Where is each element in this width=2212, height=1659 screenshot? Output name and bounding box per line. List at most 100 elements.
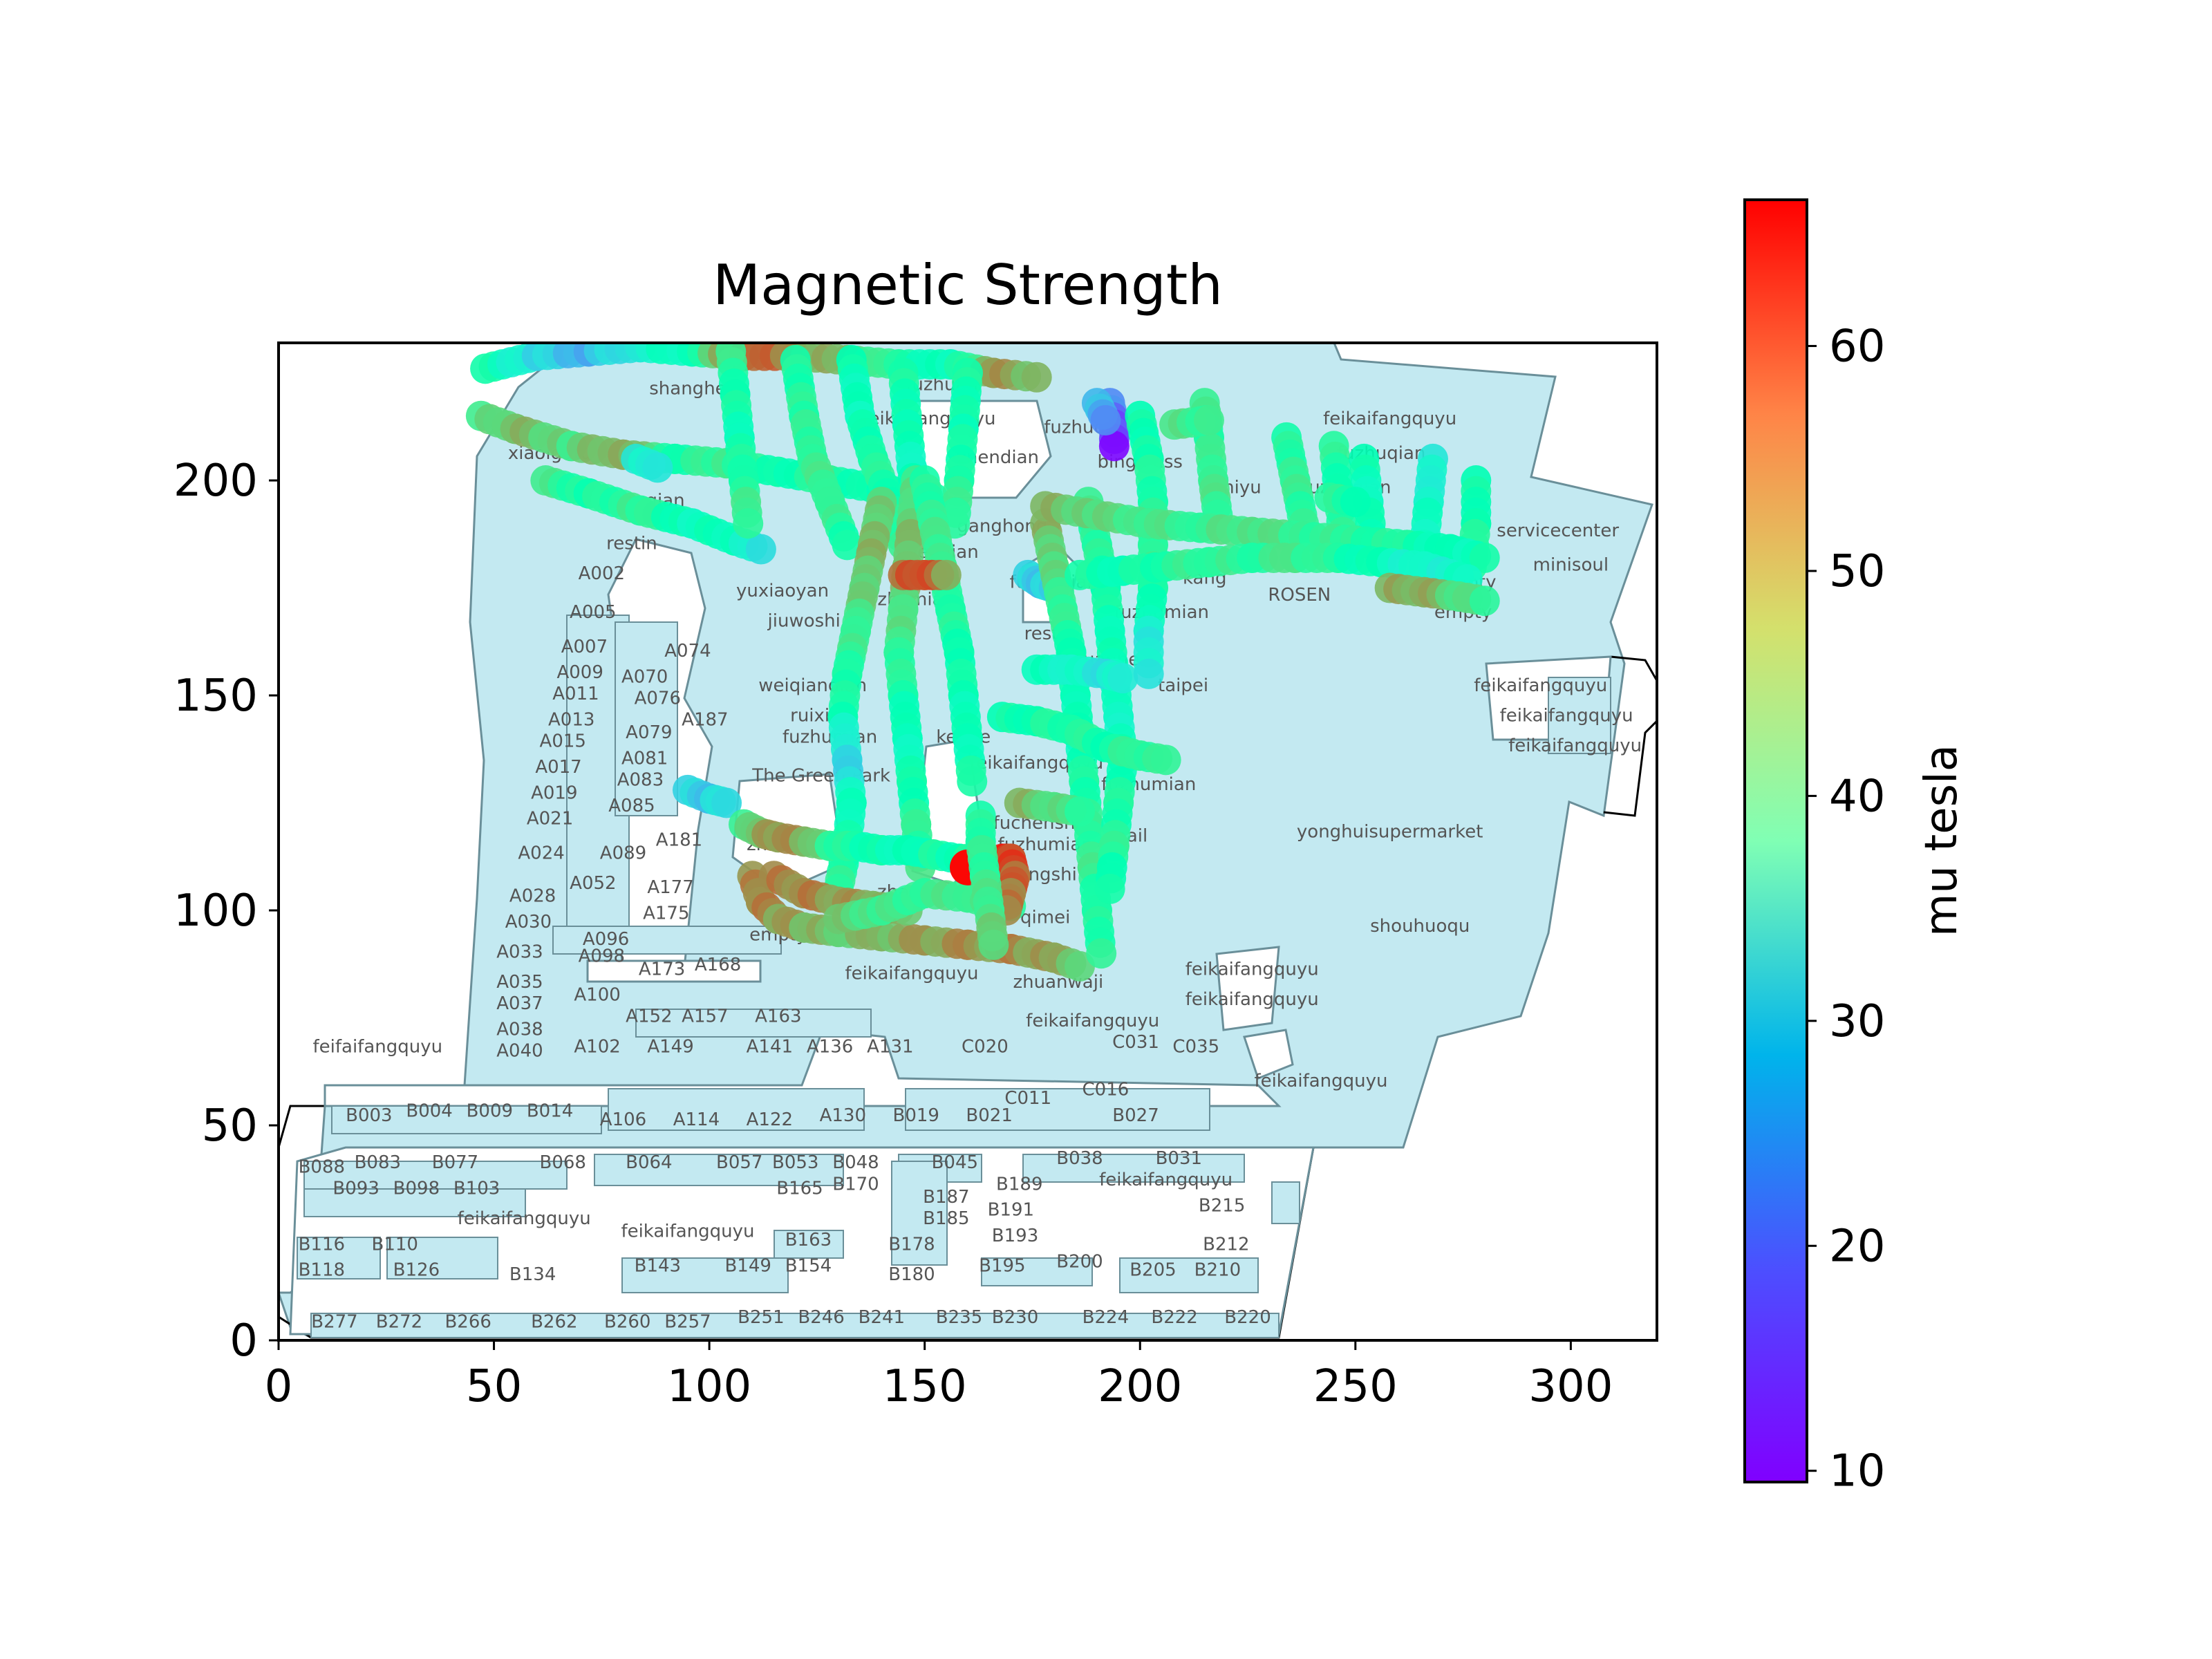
map-label: A181	[656, 830, 702, 851]
map-label: B262	[531, 1311, 577, 1332]
map-label: B154	[785, 1255, 832, 1276]
map-label: feikaifangquyu	[845, 964, 978, 984]
colorbar-tick-label: 40	[1829, 771, 1885, 822]
magnetic-point	[745, 534, 776, 565]
map-label: B098	[393, 1179, 440, 1199]
map-label: C035	[1172, 1036, 1219, 1057]
map-label: B045	[932, 1152, 978, 1173]
map-label: B163	[785, 1230, 832, 1250]
x-tick-label: 0	[265, 1361, 293, 1412]
map-label: A040	[496, 1040, 543, 1061]
map-label: A102	[574, 1036, 620, 1057]
map-label: A005	[570, 602, 616, 623]
map-label: A100	[574, 985, 620, 1006]
map-label: A089	[600, 843, 646, 863]
map-label: B077	[432, 1152, 478, 1173]
map-label: B210	[1194, 1260, 1241, 1281]
map-label: B180	[888, 1264, 935, 1285]
map-label: B212	[1203, 1234, 1249, 1255]
magnetic-point	[1107, 663, 1138, 694]
chart-title: Magnetic Strength	[713, 253, 1223, 317]
map-label: B195	[979, 1255, 1025, 1276]
map-label: B257	[664, 1311, 711, 1332]
magnetic-point	[1021, 362, 1052, 393]
map-label: A011	[552, 684, 599, 704]
map-label: B277	[311, 1311, 357, 1332]
map-label: A141	[747, 1036, 793, 1057]
colorbar-ticks: 10 20 30 40 50 60	[1807, 321, 1885, 1497]
map-label: B215	[1199, 1195, 1245, 1216]
map-label: A013	[548, 710, 594, 731]
magnetic-point	[1065, 796, 1096, 827]
colorbar: 10 20 30 40 50 60 mu tesla	[1743, 198, 1967, 1497]
map-label: A149	[647, 1036, 693, 1057]
map-label: servicecenter	[1497, 521, 1619, 541]
map-label: feifaifangquyu	[313, 1036, 443, 1057]
map-label: A122	[747, 1109, 793, 1130]
map-label: B224	[1082, 1307, 1129, 1328]
colorbar-tick-label: 10	[1829, 1446, 1885, 1497]
y-tick-label: 150	[174, 671, 258, 722]
map-label: B246	[798, 1307, 844, 1328]
map-label: B021	[966, 1105, 1012, 1126]
map-label: shouhuoqu	[1370, 916, 1470, 937]
magnetic-point	[711, 787, 742, 818]
map-label: A024	[518, 843, 564, 863]
map-label: B178	[888, 1234, 935, 1255]
map-label: feikaifangquyu	[1500, 705, 1633, 726]
x-tick-label: 200	[1098, 1361, 1182, 1412]
magnetic-scatter-points	[465, 343, 1500, 982]
map-label: ROSEN	[1268, 585, 1331, 606]
map-label: A081	[621, 749, 668, 769]
map-label: feikaifangquyu	[1185, 989, 1319, 1010]
map-label: A136	[807, 1036, 853, 1057]
x-tick-label: 250	[1313, 1361, 1398, 1412]
colorbar-tick-label: 20	[1829, 1221, 1885, 1272]
colorbar-bar	[1743, 198, 1808, 1483]
map-label: B019	[892, 1105, 939, 1126]
magnetic-point	[1098, 431, 1130, 462]
map-label: A076	[635, 688, 681, 709]
map-label: A037	[496, 993, 543, 1014]
magnetic-point	[1150, 744, 1181, 776]
map-label: B260	[604, 1311, 650, 1332]
map-label: B189	[996, 1174, 1042, 1194]
magnetic-point	[978, 929, 1009, 960]
map-label: B116	[299, 1234, 345, 1255]
map-label: B185	[923, 1208, 969, 1229]
map-label: B064	[626, 1152, 672, 1173]
map-label: A028	[509, 886, 556, 907]
map-label: A106	[600, 1109, 646, 1130]
map-label: B048	[832, 1152, 879, 1173]
map-label: A085	[608, 796, 655, 816]
magnetic-point	[733, 508, 764, 539]
map-label: A035	[496, 972, 543, 993]
map-label: C020	[962, 1036, 1009, 1057]
map-label: A096	[583, 929, 629, 950]
map-label: A098	[579, 946, 625, 967]
map-label: B009	[467, 1101, 513, 1122]
magnetic-point	[957, 766, 988, 797]
colorbar-label: mu tesla	[1916, 744, 1967, 937]
map-label: B110	[372, 1234, 418, 1255]
map-label: B149	[724, 1255, 771, 1276]
map-label: A175	[643, 903, 689, 924]
x-tick-label: 100	[667, 1361, 751, 1412]
magnetic-point	[1193, 404, 1224, 435]
map-label: minisoul	[1533, 555, 1609, 576]
map-label: C016	[1082, 1079, 1130, 1100]
map-label: feikaifangquyu	[1508, 735, 1642, 756]
map-label: A002	[579, 563, 625, 584]
map-label: B205	[1130, 1260, 1176, 1281]
map-label: B014	[527, 1101, 573, 1122]
map-label: The Green Park	[751, 765, 890, 786]
map-label: feikaifangquyu	[1026, 1011, 1159, 1031]
x-tick-label: 300	[1528, 1361, 1613, 1412]
map-label: B068	[540, 1152, 586, 1173]
map-label: B093	[332, 1179, 379, 1199]
map-label: A009	[556, 662, 603, 683]
y-axis: 0 50 100 150 200	[174, 456, 279, 1367]
shop-cells	[297, 615, 1611, 1338]
map-label: B031	[1156, 1148, 1202, 1169]
map-label: A152	[626, 1006, 672, 1027]
